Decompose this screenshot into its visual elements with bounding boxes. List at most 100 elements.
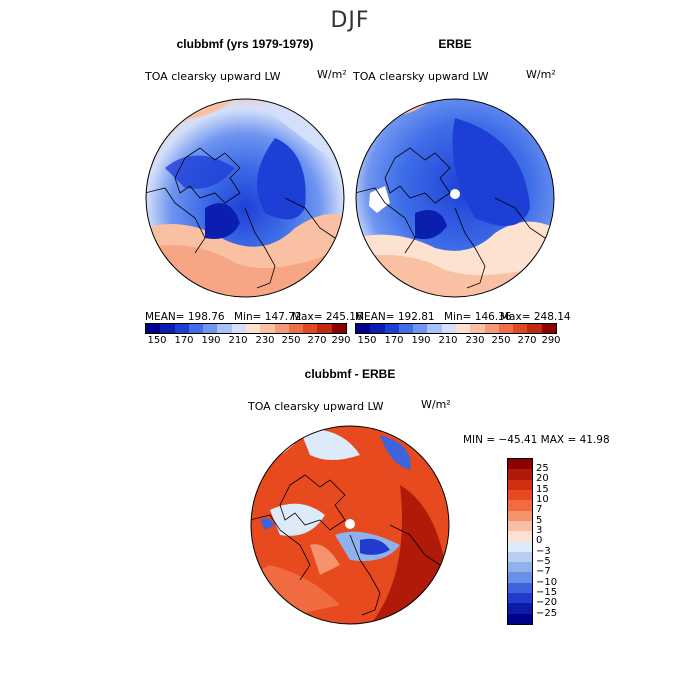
colorbar-swatch-4 (203, 324, 218, 333)
colorbar-swatch-6 (441, 324, 456, 333)
tick-label: 270 (307, 335, 327, 346)
colorbar-swatch-5 (508, 510, 532, 521)
obs-units-label: W/m² (526, 68, 556, 81)
obs-max: Max= 248.14 (500, 311, 571, 323)
colorbar-swatch-1 (370, 324, 385, 333)
colorbar-swatch-9 (508, 551, 532, 563)
colorbar-swatch-8 (260, 324, 275, 333)
colorbar-swatch-10 (498, 324, 514, 333)
colorbar-swatch-12 (317, 324, 332, 333)
tick-label: 250 (281, 335, 301, 346)
tick-label: −5 (536, 556, 551, 567)
colorbar-swatch-6 (508, 520, 532, 532)
colorbar-swatch-7 (245, 324, 261, 333)
colorbar-swatch-13 (541, 324, 556, 333)
tick-label: 210 (438, 335, 458, 346)
colorbar-swatch-13 (331, 324, 346, 333)
diff-variable-label: TOA clearsky upward LW (248, 400, 384, 413)
tick-label: 20 (536, 473, 549, 484)
model-colorbar-ticks: 150 170 190 210 230 250 270 290 (145, 335, 350, 349)
colorbar-swatch-9 (274, 324, 289, 333)
tick-label: 250 (491, 335, 511, 346)
colorbar-swatch-11 (513, 324, 528, 333)
colorbar-swatch-3 (188, 324, 204, 333)
colorbar-swatch-5 (217, 324, 232, 333)
model-panel-title: clubbmf (yrs 1979-1979) (176, 37, 314, 51)
obs-variable-label: TOA clearsky upward LW (353, 70, 489, 83)
tick-label: 25 (536, 463, 549, 474)
tick-label: 230 (465, 335, 485, 346)
model-min: Min= 147.72 (234, 311, 302, 323)
diff-units-label: W/m² (421, 398, 451, 411)
tick-label: 3 (536, 525, 543, 536)
colorbar-swatch-7 (455, 324, 471, 333)
tick-label: 150 (147, 335, 167, 346)
tick-label: 190 (201, 335, 221, 346)
diff-polar-map (250, 425, 450, 625)
tick-label: 270 (517, 335, 537, 346)
obs-colorbar (355, 323, 557, 334)
colorbar-swatch-0 (508, 459, 532, 470)
tick-label: 190 (411, 335, 431, 346)
model-polar-map (145, 98, 345, 298)
tick-label: −15 (536, 587, 558, 598)
tick-label: 170 (174, 335, 194, 346)
tick-label: −3 (536, 546, 551, 557)
diff-colorbar-ticks: 25 20 15 10 7 5 3 0 −3 −5 −7 −10 −15 −20… (536, 458, 576, 623)
tick-label: 5 (536, 515, 543, 526)
obs-polar-map (355, 98, 555, 298)
colorbar-swatch-14 (508, 603, 532, 614)
tick-label: −7 (536, 566, 551, 577)
colorbar-swatch-2 (384, 324, 399, 333)
colorbar-swatch-15 (508, 613, 532, 624)
colorbar-swatch-13 (508, 593, 532, 604)
diff-minmax: MIN = −45.41 MAX = 41.98 (463, 434, 610, 446)
tick-label: 150 (357, 335, 377, 346)
colorbar-swatch-10 (288, 324, 304, 333)
obs-panel-title: ERBE (438, 37, 472, 51)
colorbar-swatch-3 (398, 324, 414, 333)
tick-label: 0 (536, 535, 543, 546)
obs-min: Min= 146.36 (444, 311, 512, 323)
obs-colorbar-ticks: 150 170 190 210 230 250 270 290 (355, 335, 560, 349)
tick-label: 10 (536, 494, 549, 505)
tick-label: −10 (536, 577, 558, 588)
tick-label: 15 (536, 484, 549, 495)
tick-label: 170 (384, 335, 404, 346)
tick-label: −20 (536, 597, 558, 608)
colorbar-swatch-8 (508, 541, 532, 552)
model-mean: MEAN= 198.76 (145, 311, 225, 323)
colorbar-swatch-5 (427, 324, 442, 333)
colorbar-swatch-11 (508, 572, 532, 583)
colorbar-swatch-4 (508, 500, 532, 511)
tick-label: 210 (228, 335, 248, 346)
colorbar-swatch-0 (356, 324, 371, 333)
tick-label: 290 (541, 335, 561, 346)
colorbar-swatch-12 (527, 324, 542, 333)
diff-colorbar (507, 458, 533, 625)
colorbar-swatch-0 (146, 324, 161, 333)
colorbar-swatch-1 (508, 469, 532, 480)
colorbar-swatch-4 (413, 324, 428, 333)
obs-mean: MEAN= 192.81 (355, 311, 435, 323)
colorbar-swatch-2 (508, 479, 532, 490)
model-variable-label: TOA clearsky upward LW (145, 70, 281, 83)
tick-label: 7 (536, 504, 543, 515)
colorbar-swatch-11 (303, 324, 318, 333)
colorbar-swatch-2 (174, 324, 189, 333)
tick-label: 230 (255, 335, 275, 346)
colorbar-swatch-1 (160, 324, 175, 333)
colorbar-swatch-9 (484, 324, 499, 333)
model-units-label: W/m² (317, 68, 347, 81)
model-max: Max= 245.16 (292, 311, 363, 323)
colorbar-swatch-8 (470, 324, 485, 333)
model-colorbar (145, 323, 347, 334)
colorbar-swatch-12 (508, 582, 532, 594)
colorbar-swatch-10 (508, 562, 532, 573)
diff-panel-title: clubbmf - ERBE (304, 367, 396, 381)
colorbar-swatch-6 (231, 324, 246, 333)
tick-label: 290 (331, 335, 351, 346)
season-title: DJF (330, 8, 370, 33)
colorbar-swatch-3 (508, 489, 532, 501)
colorbar-swatch-7 (508, 531, 532, 542)
